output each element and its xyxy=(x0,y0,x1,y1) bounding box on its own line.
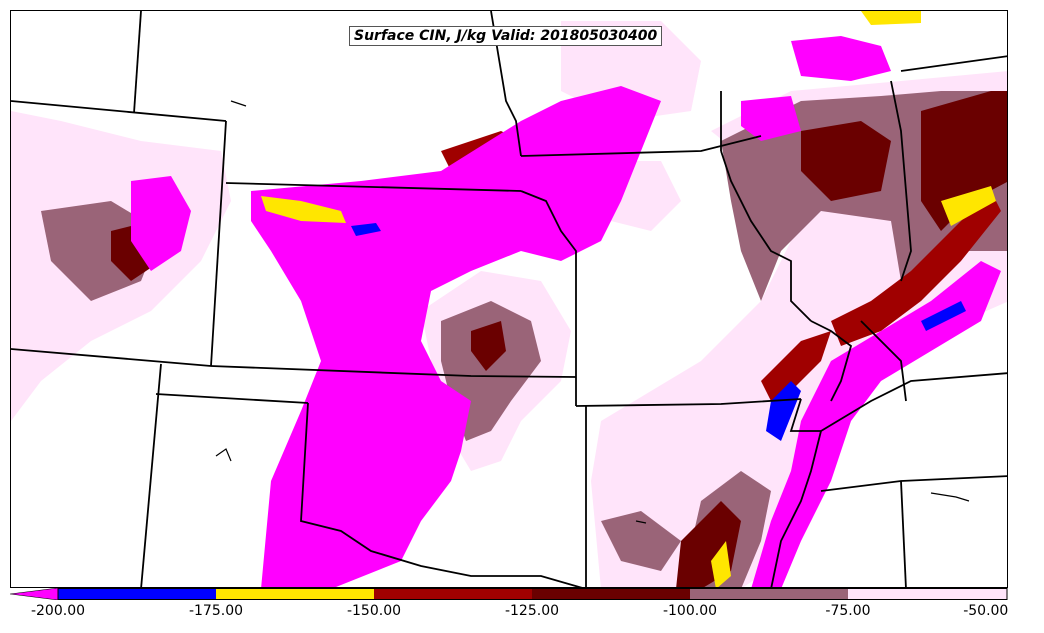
map-title: Surface CIN, J/kg Valid: 201805030400 xyxy=(349,26,663,46)
cin-shade-magenta xyxy=(131,36,1001,587)
cin-map xyxy=(11,11,1007,587)
cin-shade-blue xyxy=(351,223,966,441)
colorbar-outline xyxy=(57,588,1008,600)
colorbar-bin-lightpink xyxy=(848,588,1007,600)
colorbar-tick-label: -175.00 xyxy=(188,603,244,619)
colorbar-underflow xyxy=(10,588,59,600)
colorbar-bin-red xyxy=(374,588,532,600)
colorbar-tick-label: -50.00 xyxy=(963,603,1009,619)
colorbar xyxy=(10,588,1008,600)
colorbar-tick-label: -150.00 xyxy=(346,603,402,619)
cin-shade-yellow xyxy=(261,11,996,587)
colorbar-bin-mauve xyxy=(690,588,848,600)
lake-outlines xyxy=(215,100,970,524)
map-panel: Surface CIN, J/kg Valid: 201805030400 xyxy=(10,10,1008,588)
colorbar-tick-label: -200.00 xyxy=(30,603,86,619)
colorbar-bin-darkred xyxy=(532,588,690,600)
colorbar-tick-label: -75.00 xyxy=(825,603,871,619)
colorbar-tick-label: -125.00 xyxy=(504,603,560,619)
state-borders xyxy=(11,11,1007,587)
colorbar-bin-blue xyxy=(58,588,216,600)
colorbar-bin-yellow xyxy=(216,588,374,600)
colorbar-tick-label: -100.00 xyxy=(662,603,718,619)
